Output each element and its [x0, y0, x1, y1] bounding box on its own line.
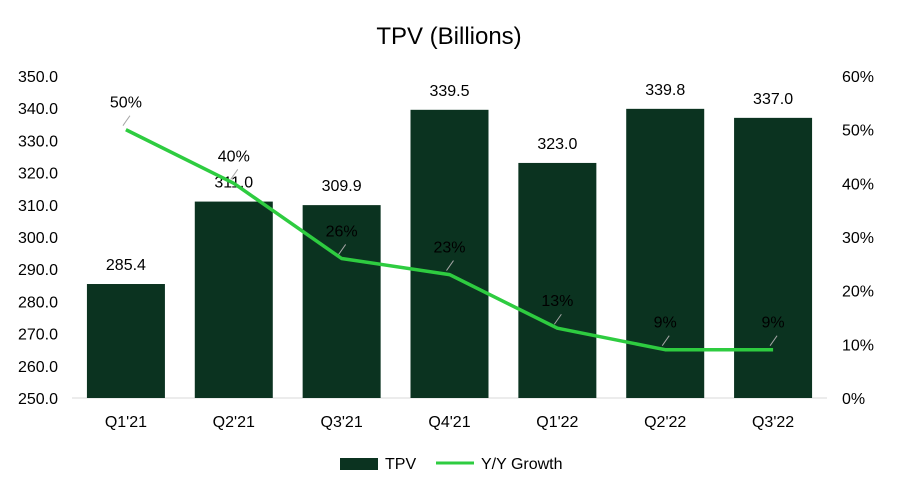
growth-label-leader — [769, 335, 778, 346]
growth-value-label: 9% — [762, 315, 785, 332]
growth-value-label: 23% — [433, 240, 465, 257]
legend-swatch-tpv — [340, 458, 378, 470]
x-axis-tick-label: Q4'21 — [428, 414, 470, 431]
tpv-bar — [518, 162, 597, 398]
right-axis-tick-label: 30% — [842, 230, 874, 247]
left-axis-tick-label: 330.0 — [18, 133, 58, 150]
tpv-bar — [194, 201, 273, 398]
chart-title: TPV (Billions) — [376, 23, 521, 50]
x-axis-tick-label: Q2'21 — [213, 414, 255, 431]
tpv-bar-value-label: 339.5 — [429, 83, 469, 100]
growth-label-leader — [122, 115, 131, 126]
x-axis-tick-label: Q2'22 — [644, 414, 686, 431]
left-axis-tick-label: 250.0 — [18, 391, 58, 408]
left-axis-tick-label: 300.0 — [18, 230, 58, 247]
tpv-bar — [86, 284, 165, 398]
left-axis-tick-label: 270.0 — [18, 327, 58, 344]
x-axis-tick-label: Q3'21 — [321, 414, 363, 431]
legend-label-tpv: TPV — [385, 456, 416, 473]
tpv-bar-value-label: 309.9 — [322, 178, 362, 195]
tpv-bar-value-label: 323.0 — [537, 136, 577, 153]
growth-value-label: 13% — [541, 293, 573, 310]
left-axis-tick-label: 350.0 — [18, 69, 58, 86]
right-axis-tick-label: 50% — [842, 123, 874, 140]
left-axis-tick-label: 290.0 — [18, 262, 58, 279]
growth-value-label: 9% — [654, 315, 677, 332]
growth-line — [125, 128, 774, 352]
left-axis-tick-label: 280.0 — [18, 294, 58, 311]
x-axis-tick-label: Q3'22 — [752, 414, 794, 431]
right-axis-tick-label: 0% — [842, 391, 865, 408]
growth-line-layer — [125, 128, 774, 352]
left-axis-tick-label: 320.0 — [18, 166, 58, 183]
legend: TPV Y/Y Growth — [340, 456, 563, 473]
tpv-bar — [302, 205, 381, 398]
right-axis: 0% 10% 20% 30% 40% 50% 60% — [842, 69, 874, 408]
growth-label-leader — [661, 335, 670, 346]
x-axis-ticks: Q1'21 Q2'21 Q3'21 Q4'21 Q1'22 Q2'22 Q3'22 — [105, 414, 794, 431]
tpv-bar-value-label: 339.8 — [645, 82, 685, 99]
tpv-bar — [734, 117, 813, 399]
left-axis-tick-label: 260.0 — [18, 359, 58, 376]
growth-value-label: 50% — [110, 95, 142, 112]
tpv-bar — [626, 108, 705, 399]
tpv-bars — [86, 108, 813, 399]
right-axis-tick-label: 20% — [842, 284, 874, 301]
left-axis-tick-label: 310.0 — [18, 198, 58, 215]
x-axis-tick-label: Q1'21 — [105, 414, 147, 431]
left-axis-tick-label: 340.0 — [18, 101, 58, 118]
growth-label-leader — [338, 244, 347, 255]
growth-value-label: 40% — [218, 148, 250, 165]
growth-label-leader — [446, 260, 454, 271]
right-axis-tick-label: 60% — [842, 69, 874, 86]
left-axis: 250.0 260.0 270.0 280.0 290.0 300.0 310.0 320.0… — [18, 69, 58, 408]
growth-labels: 50% 40% 26% 23% 13% 9% 9% — [110, 95, 785, 346]
tpv-bar-value-label: 337.0 — [753, 91, 793, 108]
legend-label-growth: Y/Y Growth — [481, 456, 563, 473]
growth-value-label: 26% — [326, 223, 358, 240]
growth-label-leader — [553, 313, 562, 325]
right-axis-tick-label: 40% — [842, 176, 874, 193]
tpv-bar — [410, 109, 489, 398]
tpv-bar-value-label: 285.4 — [106, 257, 146, 274]
growth-label-leader — [230, 169, 239, 180]
right-axis-tick-label: 10% — [842, 337, 874, 354]
x-axis-tick-label: Q1'22 — [536, 414, 578, 431]
